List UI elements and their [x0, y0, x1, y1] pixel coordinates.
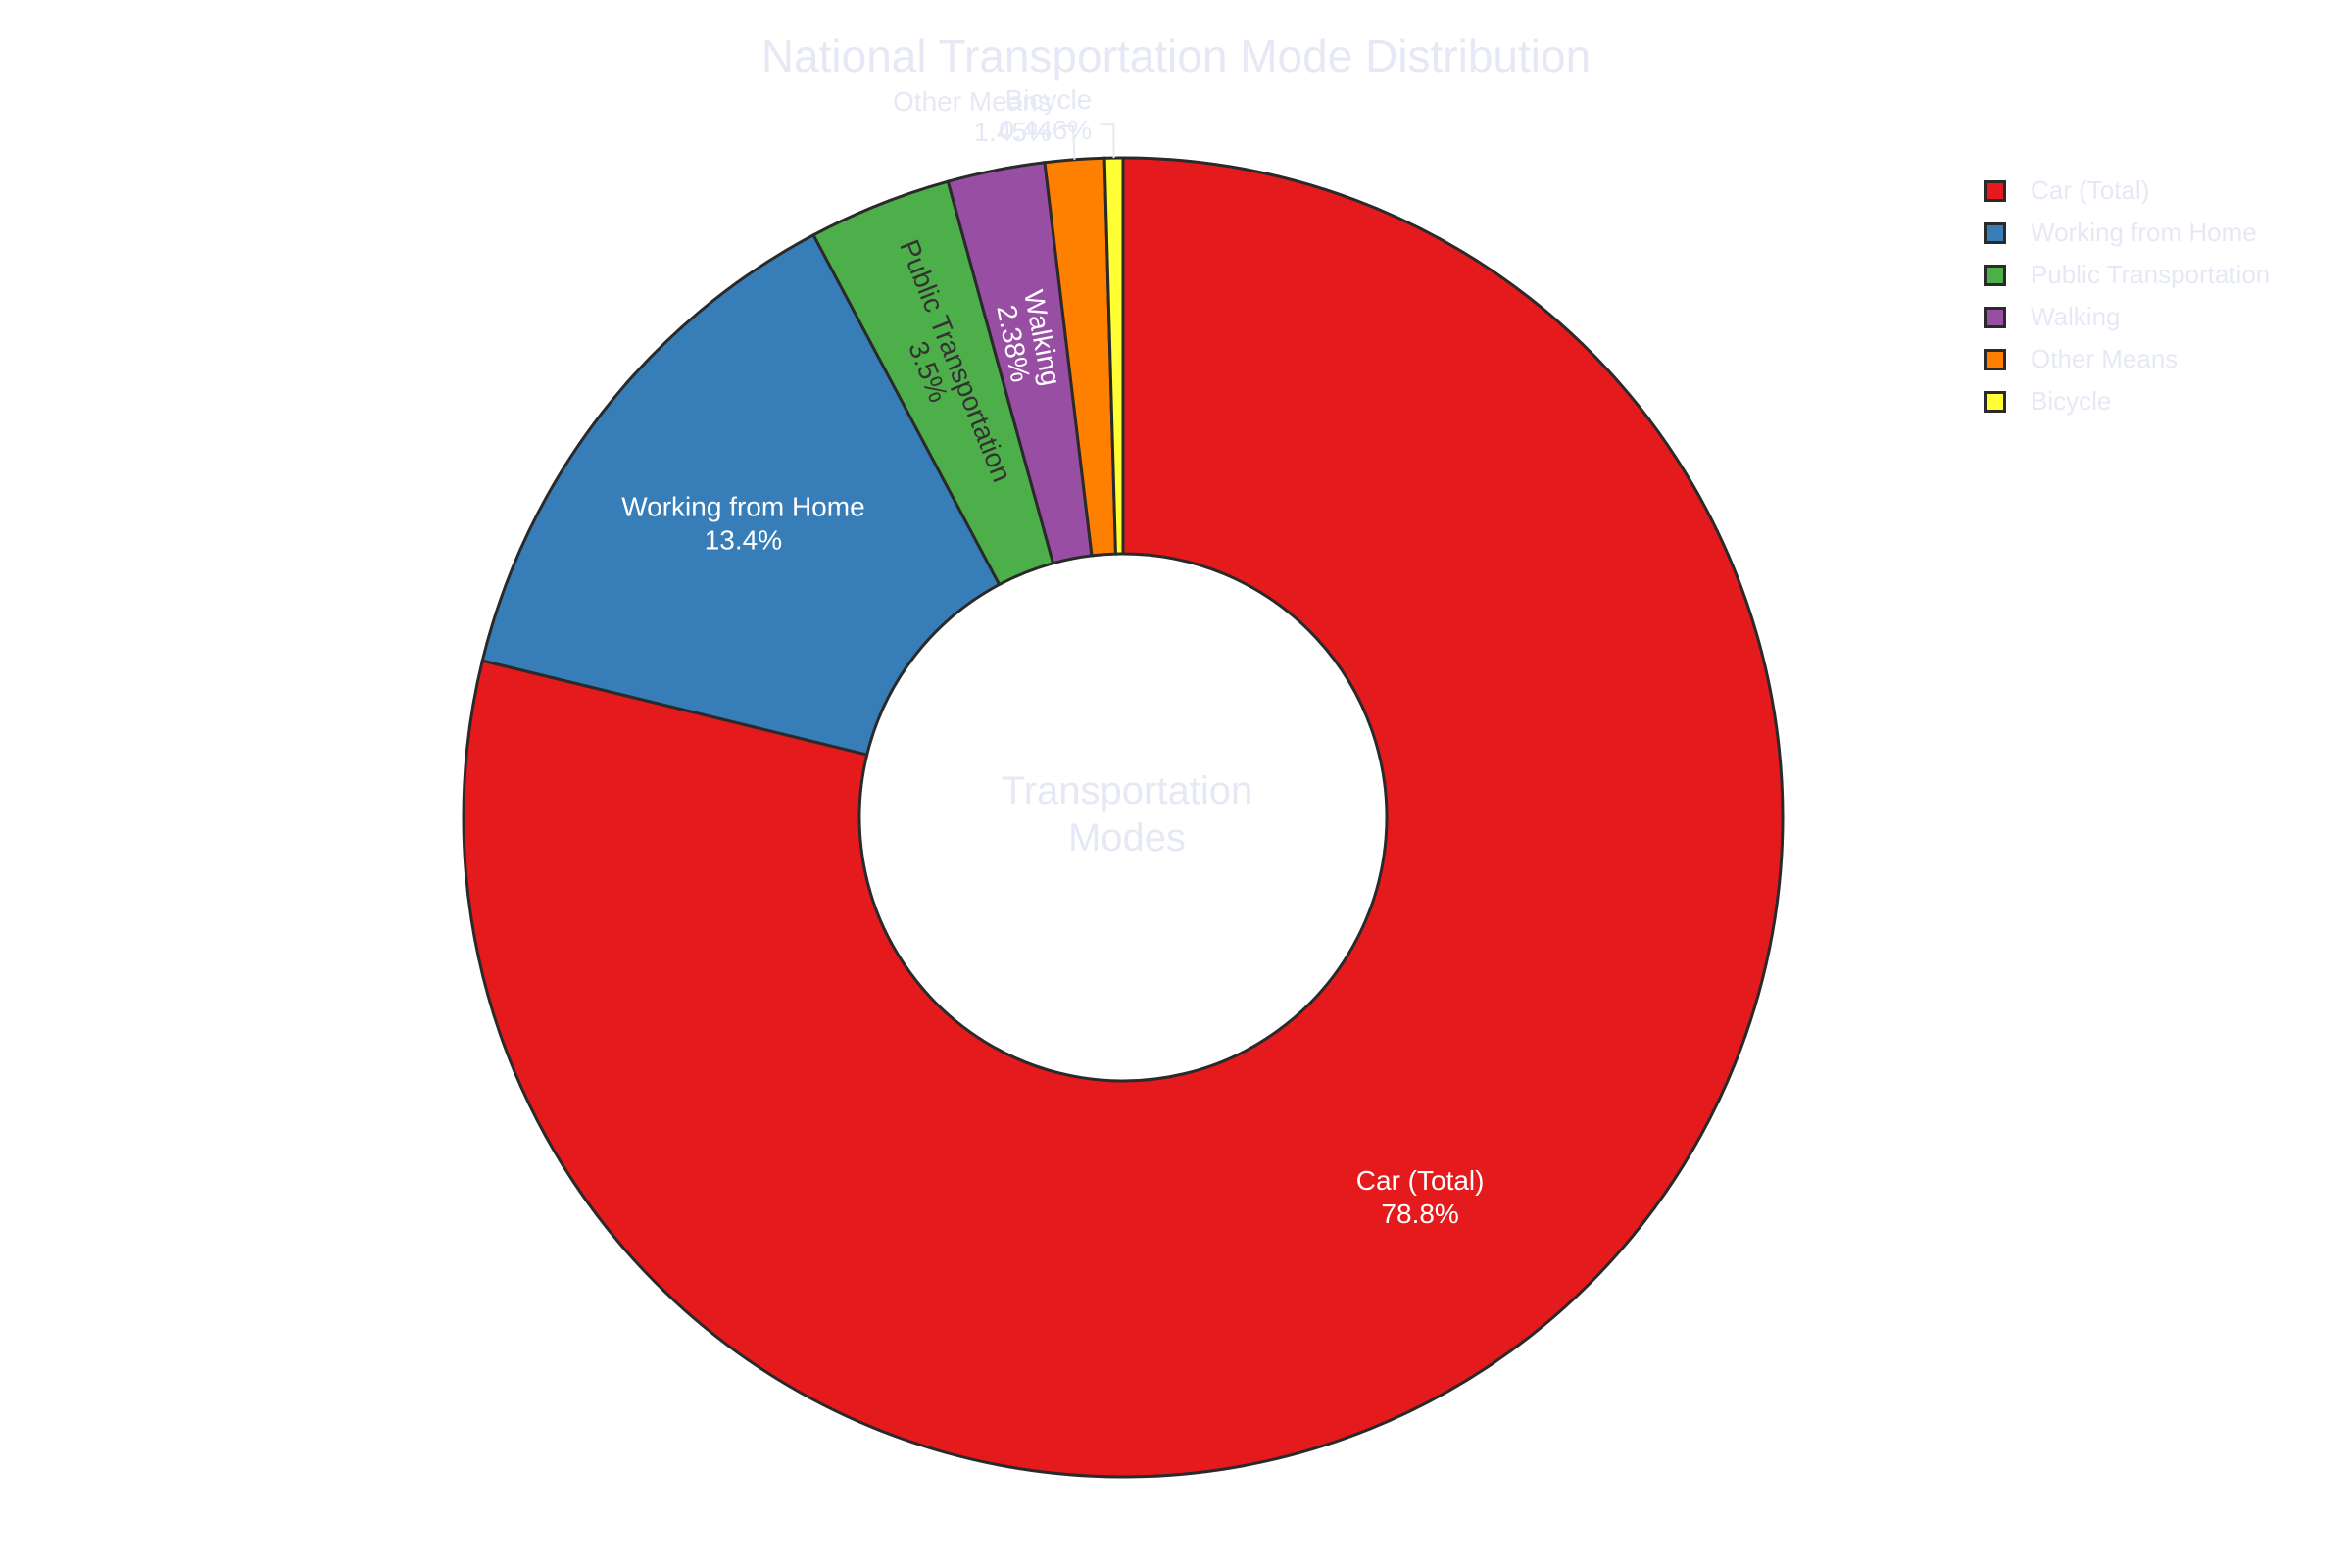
svg-text:Car (Total)78.8%: Car (Total) 78.8%: [1356, 1165, 1485, 1229]
center-label-line-2: Modes: [1067, 816, 1187, 859]
center-label-line-1: Transportation: [1001, 769, 1253, 812]
slice-label-name: Bicycle: [1005, 84, 1093, 115]
legend-label: Bicycle: [2031, 386, 2112, 416]
legend-item-working-from-home[interactable]: Working from Home: [1984, 212, 2270, 254]
legend-label: Other Means: [2031, 344, 2179, 373]
legend-swatch: [1984, 221, 2006, 244]
legend: Car (Total) Working from Home Public Trans…: [1984, 170, 2270, 422]
legend-label: Public Transportation: [2031, 260, 2271, 289]
legend-item-car-total[interactable]: Car (Total): [1984, 170, 2270, 212]
legend-label: Car (Total): [2031, 175, 2150, 205]
slice-label-working-from-home: Working from Home 13.4%: [621, 492, 864, 556]
slice-working-from-home[interactable]: [480, 232, 1002, 757]
center-label: Transportation Modes: [980, 767, 1274, 861]
slice-car-total[interactable]: [462, 156, 1785, 1479]
slice-bicycle[interactable]: [1102, 156, 1125, 556]
legend-item-other-means[interactable]: Other Means: [1984, 338, 2270, 380]
slice-label-bicycle: Bicycle 0.446%: [999, 84, 1092, 145]
svg-text:Walking2.38%: Walking2.38%: [990, 287, 1067, 393]
legend-swatch: [1984, 306, 2006, 328]
legend-item-public-transportation[interactable]: Public Transportation: [1984, 254, 2270, 296]
slice-label-car-total: Car (Total) 78.8%: [1356, 1165, 1485, 1229]
legend-swatch: [1984, 390, 2006, 413]
slice-label-walking: Walking2.38%: [990, 287, 1067, 393]
leader-line-other-means: [1058, 124, 1076, 160]
slice-label-name: Working from Home: [621, 492, 864, 522]
slice-label-name: Other Means: [893, 86, 1052, 117]
slice-label-percent: 1.45%: [973, 117, 1051, 147]
legend-swatch: [1984, 264, 2006, 286]
slice-label-other-means: Other Means 1.45%: [893, 86, 1052, 147]
legend-label: Working from Home: [2031, 218, 2257, 247]
legend-item-bicycle[interactable]: Bicycle: [1984, 380, 2270, 422]
legend-item-walking[interactable]: Walking: [1984, 296, 2270, 338]
legend-label: Walking: [2031, 302, 2121, 331]
slice-label-name: Car (Total): [1356, 1165, 1485, 1196]
legend-swatch: [1984, 348, 2006, 370]
chart-title: National Transportation Mode Distributio…: [760, 30, 1592, 81]
legend-swatch: [1984, 179, 2006, 202]
leader-line-bicycle: [1100, 123, 1115, 159]
slice-label-percent: 0.446%: [999, 115, 1092, 145]
slice-label-percent: 13.4%: [705, 525, 782, 556]
slice-label-percent: 78.8%: [1381, 1199, 1458, 1229]
